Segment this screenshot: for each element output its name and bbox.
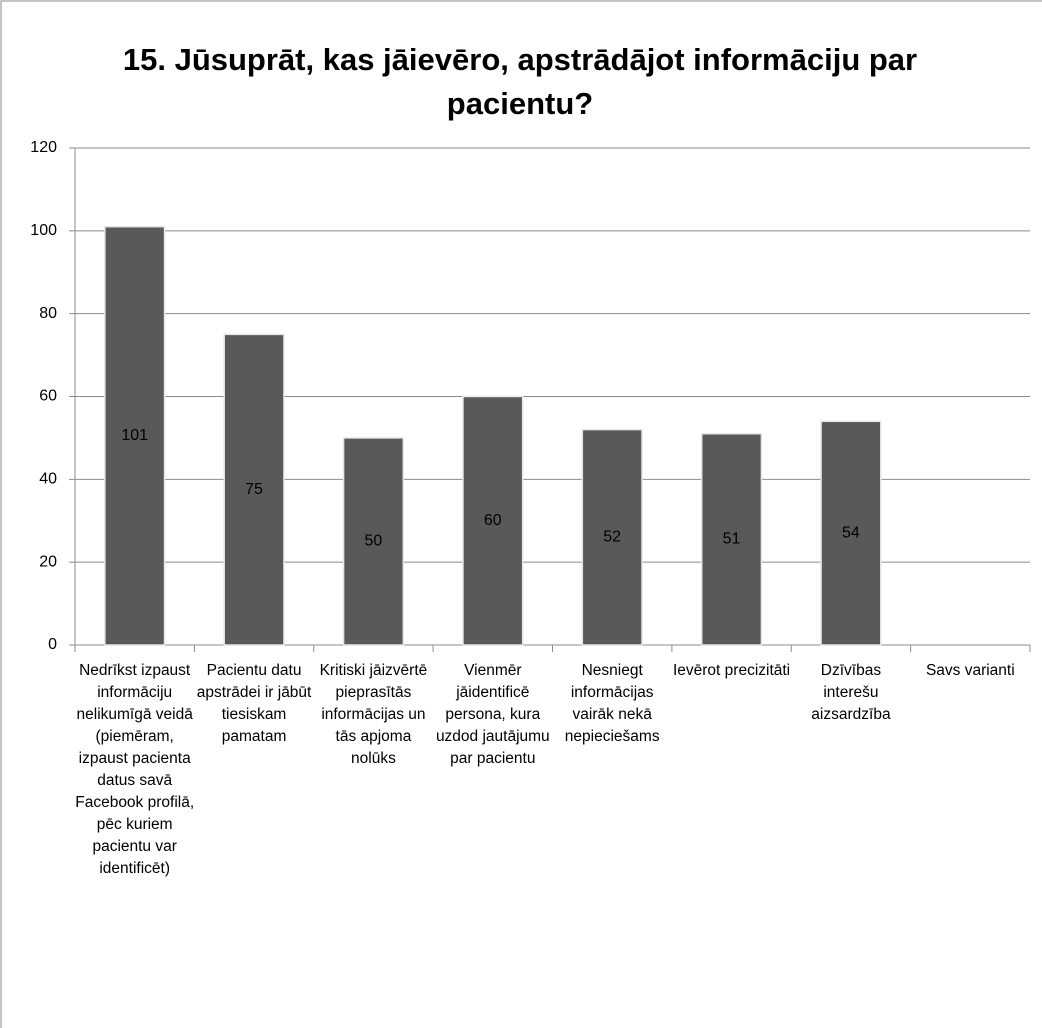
bar	[820, 420, 882, 646]
x-tick-label: Savs varianti	[925, 662, 1015, 679]
bar	[342, 437, 405, 646]
data-label: 51	[723, 531, 741, 548]
x-tick-label: Nesniegt informācijas vairāk nekā nepiec…	[564, 662, 660, 745]
x-tick-label: Vienmēr jāidentificē persona, kura uzdod…	[435, 662, 550, 767]
bar	[700, 433, 763, 646]
x-tick-label: Dzīvības interešu aizsardzība	[811, 662, 891, 723]
data-label: 75	[245, 481, 263, 498]
x-tick-label: Kritiski jāizvērtē pieprasītās informāci…	[319, 662, 428, 767]
bar	[462, 395, 524, 646]
y-tick-label: 0	[48, 636, 57, 653]
data-label: 60	[484, 512, 502, 529]
bar	[581, 428, 643, 646]
data-label: 54	[842, 524, 860, 541]
x-tick-label: Nedrīkst izpaust informāciju nelikumīgā …	[75, 662, 195, 877]
y-tick-label: 100	[30, 222, 57, 239]
y-tick-label: 60	[39, 388, 57, 405]
data-label: 52	[603, 529, 621, 546]
y-tick-label: 80	[39, 305, 57, 322]
data-label: 101	[121, 427, 148, 444]
y-tick-label: 120	[30, 139, 57, 156]
bar	[104, 225, 166, 646]
bar	[223, 333, 285, 646]
x-tick-label: Pacientu datu apstrādei ir jābūt tiesisk…	[196, 662, 312, 745]
x-tick-label: Ievērot precizitāti	[672, 662, 791, 679]
y-tick-label: 40	[39, 471, 57, 488]
data-label: 50	[365, 533, 383, 550]
y-tick-label: 20	[39, 553, 57, 570]
chart-title: 15. Jūsuprāt, kas jāievēro, apstrādājot …	[122, 42, 918, 121]
